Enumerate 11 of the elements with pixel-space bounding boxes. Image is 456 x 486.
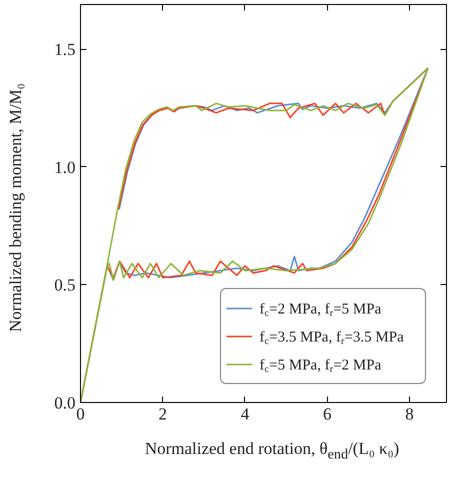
y-tick-label: 0.5 xyxy=(54,276,76,295)
y-tick-label: 1.0 xyxy=(54,158,76,177)
y-tick-label: 0.0 xyxy=(54,394,76,412)
x-axis-title: Normalized end rotation, θ$_{end}$/(L₀ κ₀) xyxy=(144,438,400,464)
x-tick-label: 0 xyxy=(76,404,85,424)
x-tick-label: 6 xyxy=(322,404,332,424)
y-tick-label: 1.5 xyxy=(54,40,76,60)
y-axis-title: Normalized bending moment, M/M₀ xyxy=(5,84,26,332)
x-tick-label: 8 xyxy=(405,404,414,424)
x-tick-label: 2 xyxy=(158,404,167,424)
x-tick-label: 4 xyxy=(240,404,250,424)
